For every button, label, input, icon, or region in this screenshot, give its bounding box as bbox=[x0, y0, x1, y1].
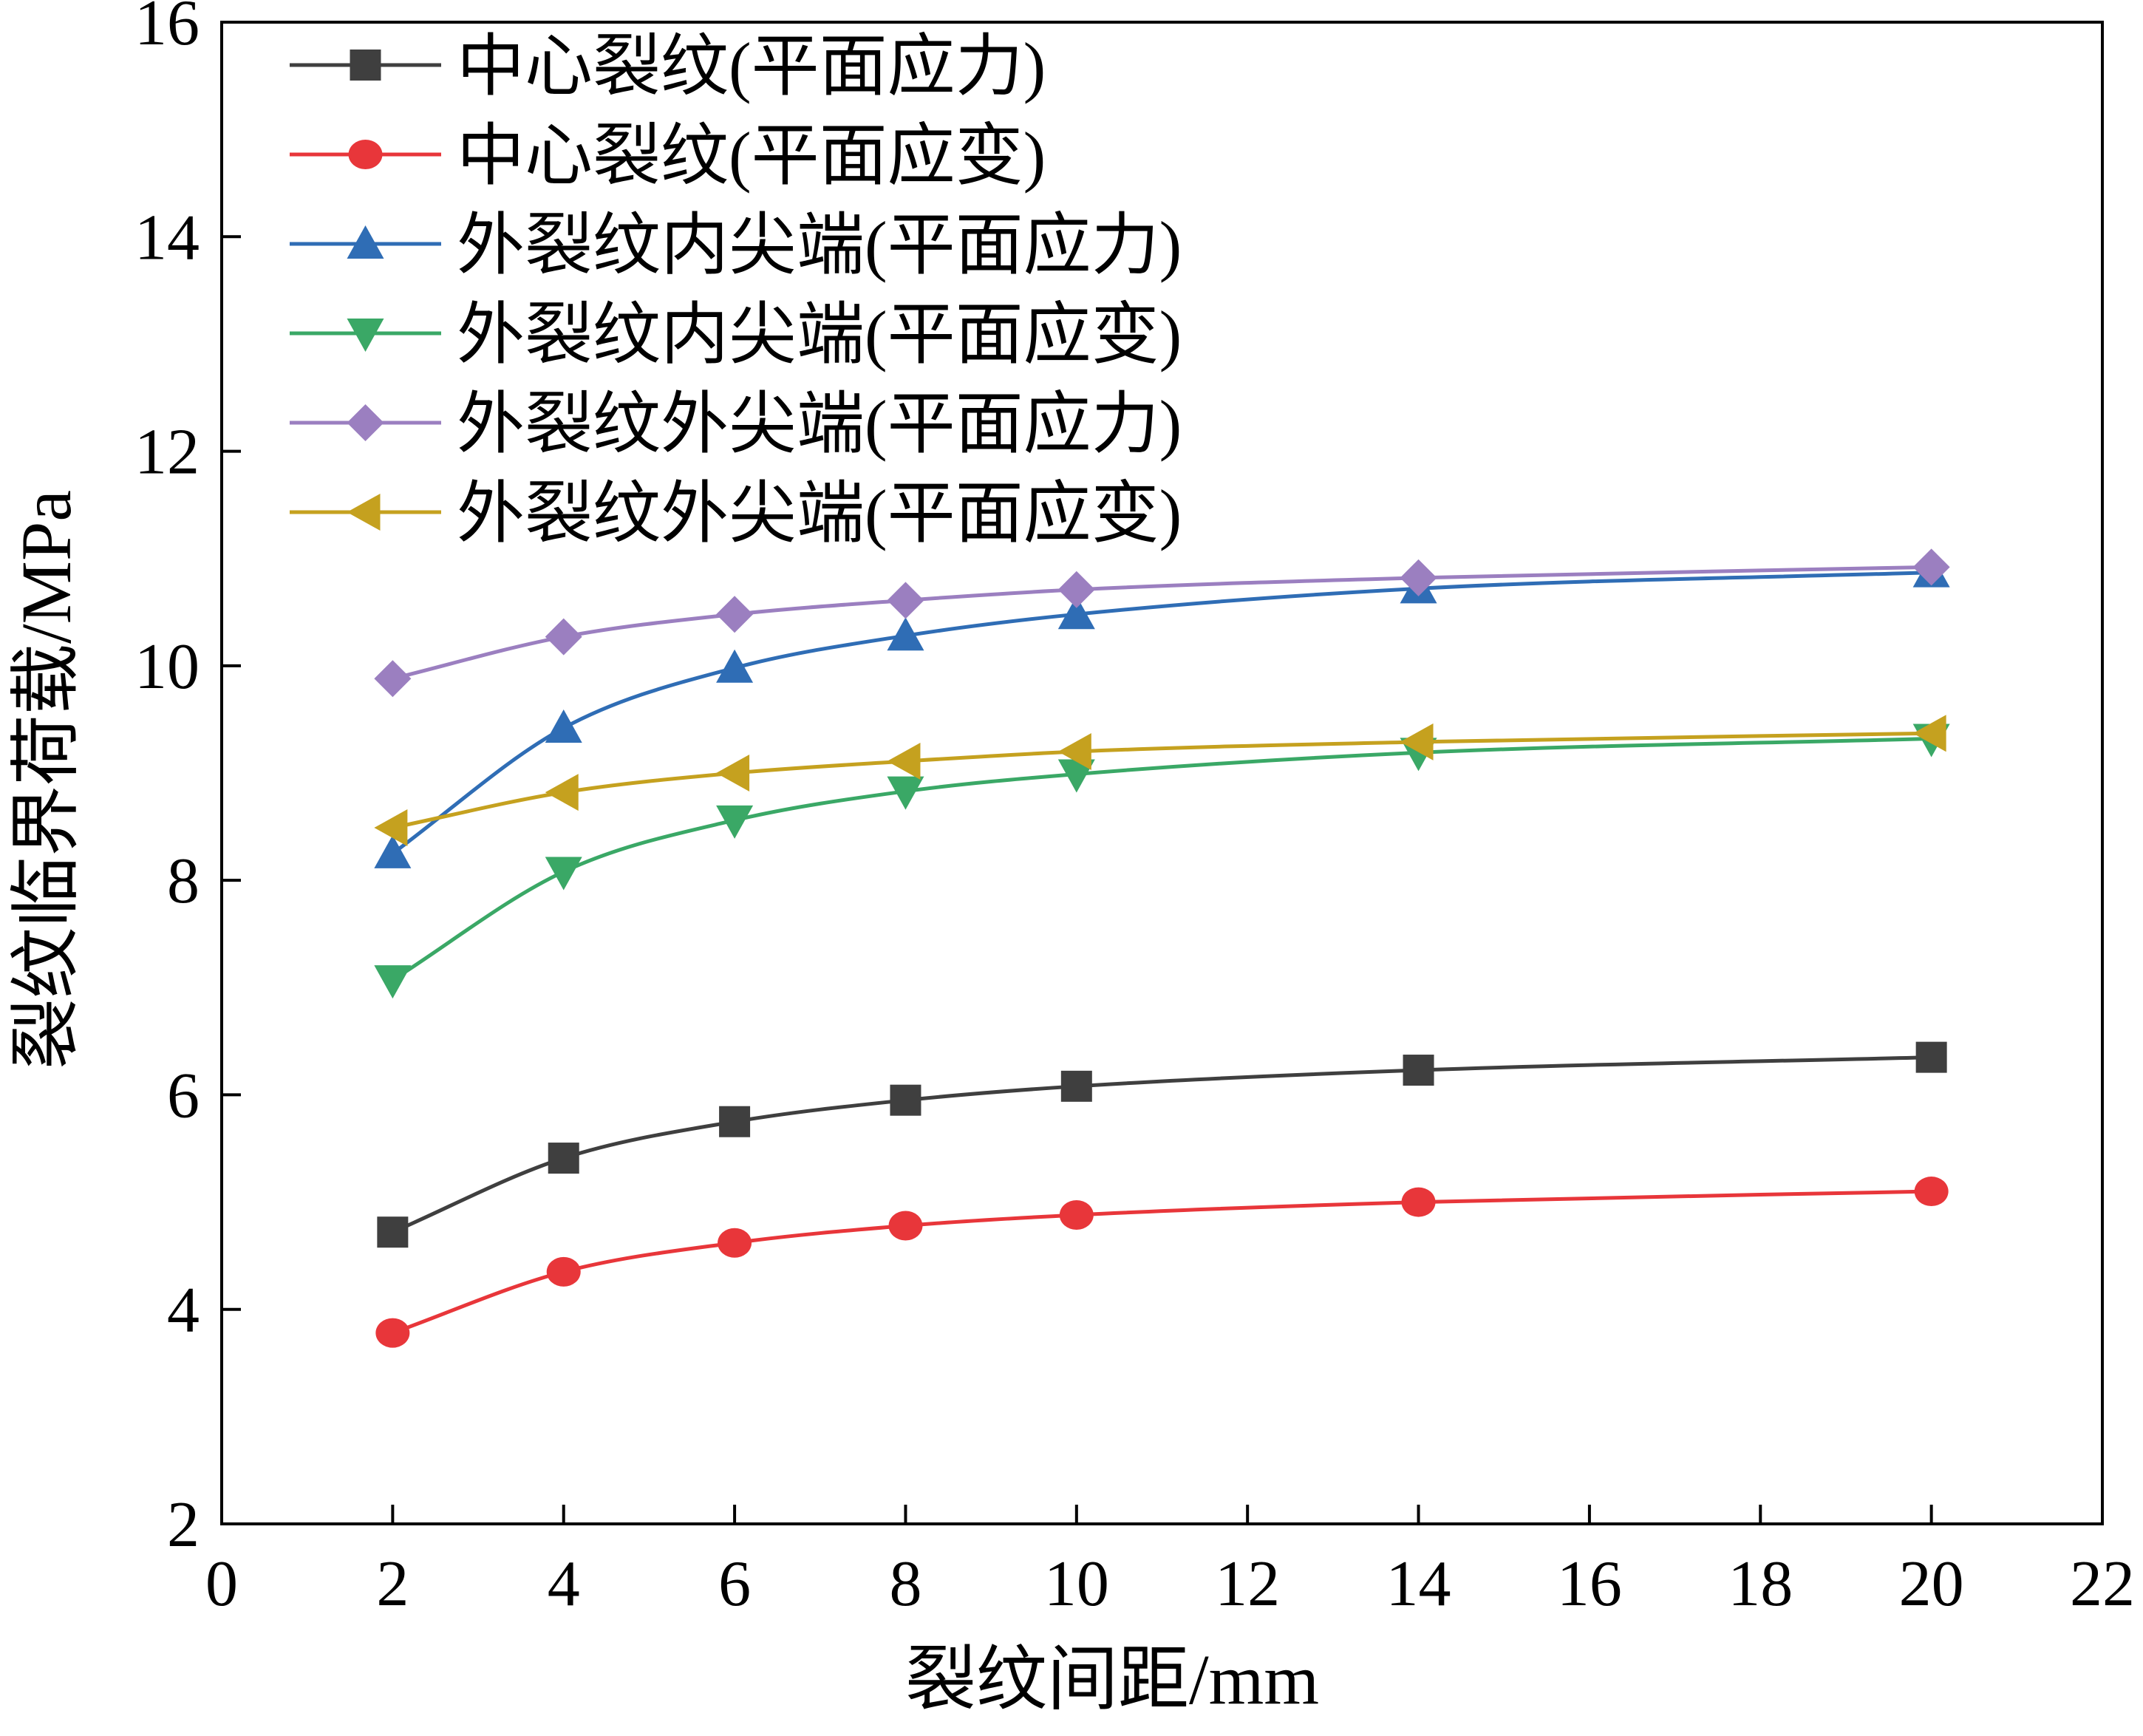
series-line bbox=[391, 571, 1932, 855]
x-tick-label: 4 bbox=[548, 1548, 580, 1620]
data-point bbox=[1057, 596, 1095, 630]
data-point bbox=[716, 649, 754, 683]
legend-label: 中心裂纹(平面应变) bbox=[457, 118, 1046, 194]
data-point bbox=[887, 743, 921, 780]
data-point bbox=[716, 596, 754, 633]
data-point bbox=[1400, 559, 1437, 596]
data-point bbox=[1914, 1177, 1949, 1207]
series-line bbox=[392, 1189, 1932, 1335]
legend-label: 中心裂纹(平面应力) bbox=[457, 29, 1046, 104]
series-5 bbox=[374, 548, 1950, 698]
series-3 bbox=[374, 554, 1950, 868]
data-point bbox=[887, 776, 924, 810]
data-point bbox=[374, 809, 408, 847]
legend-marker bbox=[347, 225, 384, 259]
data-point bbox=[1059, 1199, 1094, 1230]
x-tick-label: 16 bbox=[1557, 1548, 1622, 1620]
legend-label: 外裂纹外尖端(平面应变) bbox=[457, 476, 1182, 551]
data-point bbox=[374, 834, 412, 868]
y-tick-label: 2 bbox=[167, 1489, 200, 1561]
legend-item: 外裂纹内尖端(平面应变) bbox=[290, 297, 1182, 372]
x-tick-label: 20 bbox=[1899, 1548, 1964, 1620]
legend-marker bbox=[347, 404, 384, 441]
legend-item: 中心裂纹(平面应变) bbox=[290, 118, 1046, 194]
data-point bbox=[716, 805, 754, 839]
legend-item: 外裂纹外尖端(平面应变) bbox=[290, 476, 1182, 551]
series-line bbox=[392, 731, 1932, 830]
data-point bbox=[887, 617, 924, 651]
data-point bbox=[719, 1106, 751, 1137]
legend: 中心裂纹(平面应力) 中心裂纹(平面应变) 外裂纹内尖端(平面应力) 外裂纹内尖端(平… bbox=[290, 29, 1182, 551]
series-1 bbox=[377, 1041, 1947, 1248]
data-point bbox=[1400, 723, 1434, 760]
legend-label: 外裂纹内尖端(平面应变) bbox=[457, 297, 1182, 372]
data-point bbox=[1060, 1070, 1092, 1102]
x-tick-label: 22 bbox=[2070, 1548, 2135, 1620]
data-point bbox=[1915, 1041, 1947, 1073]
legend-label: 外裂纹外尖端(平面应力) bbox=[457, 387, 1182, 462]
x-axis: 0 2 4 6 8 10 12 14 16 18 20 22 bbox=[205, 1505, 2135, 1620]
data-point bbox=[374, 660, 412, 698]
x-tick-label: 2 bbox=[376, 1548, 409, 1620]
data-point bbox=[1401, 1187, 1436, 1217]
data-point bbox=[375, 1318, 410, 1348]
legend-label: 外裂纹内尖端(平面应力) bbox=[457, 208, 1182, 283]
x-tick-label: 10 bbox=[1044, 1548, 1109, 1620]
series-2 bbox=[375, 1177, 1949, 1348]
legend-marker bbox=[348, 140, 383, 169]
data-point bbox=[1057, 571, 1095, 608]
x-tick-label: 14 bbox=[1386, 1548, 1451, 1620]
legend-item: 外裂纹外尖端(平面应力) bbox=[290, 387, 1182, 462]
series-layer bbox=[374, 548, 1950, 1348]
data-point bbox=[890, 1084, 921, 1116]
data-point bbox=[887, 582, 924, 619]
y-tick-label: 4 bbox=[167, 1275, 200, 1347]
y-tick-label: 12 bbox=[134, 417, 200, 489]
series-line bbox=[392, 565, 1932, 681]
x-tick-label: 8 bbox=[889, 1548, 921, 1620]
data-point bbox=[1057, 732, 1091, 770]
legend-item: 外裂纹内尖端(平面应力) bbox=[290, 208, 1182, 283]
y-tick-label: 6 bbox=[167, 1060, 200, 1131]
legend-marker bbox=[347, 494, 381, 531]
data-point bbox=[1057, 759, 1095, 793]
data-point bbox=[545, 709, 582, 743]
x-tick-label: 18 bbox=[1728, 1548, 1793, 1620]
x-tick-label: 12 bbox=[1215, 1548, 1280, 1620]
series-line bbox=[392, 1055, 1932, 1234]
legend-marker bbox=[347, 319, 384, 352]
y-tick-label: 16 bbox=[134, 0, 200, 59]
x-axis-label: 裂纹间距/mm bbox=[905, 1640, 1319, 1719]
data-point bbox=[1403, 1055, 1434, 1086]
x-tick-label: 6 bbox=[718, 1548, 751, 1620]
series-6 bbox=[374, 715, 1946, 847]
data-point bbox=[545, 618, 582, 656]
data-point bbox=[716, 755, 750, 792]
y-tick-label: 14 bbox=[134, 202, 200, 273]
x-tick-label: 0 bbox=[205, 1548, 238, 1620]
data-point bbox=[545, 857, 582, 891]
data-point bbox=[377, 1216, 409, 1248]
data-point bbox=[546, 1256, 581, 1287]
data-point bbox=[718, 1228, 752, 1258]
data-point bbox=[1912, 715, 1946, 752]
y-tick-label: 8 bbox=[167, 845, 200, 917]
data-point bbox=[374, 965, 412, 999]
data-point bbox=[548, 1143, 579, 1174]
series-line bbox=[392, 737, 1932, 982]
series-4 bbox=[374, 724, 1950, 999]
data-point bbox=[545, 774, 579, 811]
legend-marker bbox=[350, 50, 381, 81]
y-tick-label: 10 bbox=[134, 631, 200, 703]
legend-item: 中心裂纹(平面应力) bbox=[290, 29, 1046, 104]
y-axis-label: 裂纹临界荷载/MPa bbox=[7, 490, 86, 1069]
data-point bbox=[1912, 548, 1950, 586]
data-point bbox=[888, 1211, 923, 1241]
y-axis: 2 4 6 8 10 12 14 16 bbox=[134, 0, 241, 1561]
plot-frame bbox=[220, 21, 2104, 1525]
